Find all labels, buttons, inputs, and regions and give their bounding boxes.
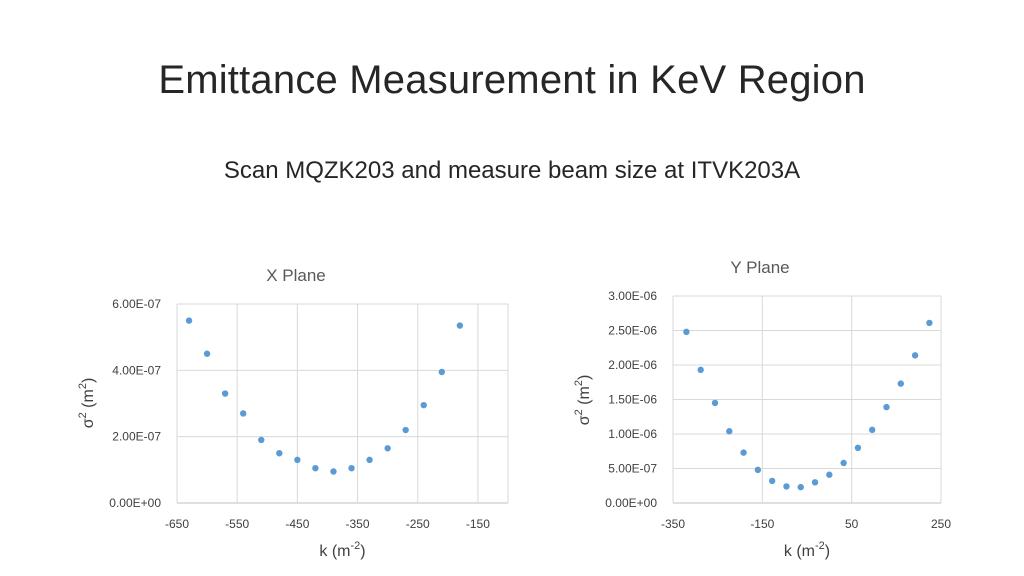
y-plane-point [697,366,704,374]
x-plane-xtick-label: -550 [225,517,249,531]
y-plane-ytick-label: 0.00E+00 [605,496,657,510]
x-plane-xlabel: k (m-2) [319,540,365,560]
y-plane-ytick-label: 3.00E-06 [608,289,657,303]
y-plane-ytick-label: 2.50E-06 [608,324,657,338]
x-plane-point [330,468,337,475]
x-plane-ytick-label: 0.00E+00 [109,496,161,510]
y-plane-point [826,471,833,478]
y-plane-point [754,466,762,474]
x-plane-point [203,350,211,357]
x-plane-point [185,317,193,324]
y-plane-point [740,449,747,456]
x-plane-point [348,464,355,472]
x-plane-ytick-label: 2.00E-07 [112,430,161,444]
slide-title: Emittance Measurement in KeV Region [158,58,866,102]
x-plane-point [456,322,464,329]
y-plane-point [683,328,690,336]
x-plane-point [312,464,319,472]
y-plane-point [883,403,890,411]
y-plane-xtick-label: 250 [931,517,951,531]
y-plane-point [783,483,790,490]
x-plane-title: X Plane [266,266,326,285]
y-plane-point [897,380,904,387]
y-plane-point [869,426,876,434]
y-plane-xtick-label: -350 [661,517,685,531]
y-plane-point [726,428,733,435]
y-plane-title: Y Plane [730,258,789,277]
x-plane-ylabel: σ2 (m2) [77,378,97,429]
x-plane-point [420,401,427,409]
y-plane-ytick-label: 1.00E-06 [608,427,657,441]
x-plane-xtick-label: -150 [466,517,490,531]
y-plane-point [711,399,719,407]
y-plane-point [768,477,776,485]
x-plane-xtick-label: -350 [346,517,370,531]
x-plane-point [384,445,391,452]
y-plane-ytick-label: 2.00E-06 [608,358,657,372]
x-plane-point [258,436,265,444]
slide-subtitle: Scan MQZK203 and measure beam size at IT… [223,157,801,184]
x-plane-point [402,426,409,434]
y-plane-point [797,483,804,491]
x-plane-xtick-label: -450 [285,517,309,531]
x-plane-point [294,456,301,464]
x-plane-ytick-label: 4.00E-07 [112,363,161,377]
x-plane-point [366,456,373,464]
x-plane-xtick-label: -250 [406,517,430,531]
y-plane-ytick-label: 1.50E-06 [608,393,657,407]
x-plane-point [221,390,229,397]
x-plane-point [438,368,445,376]
x-plane-point [276,450,283,457]
y-plane-point [911,352,919,359]
y-plane-point [840,459,847,467]
y-plane-xtick-label: -150 [750,517,774,531]
y-plane-xtick-label: 50 [845,517,859,531]
x-plane-ytick-label: 6.00E-07 [112,297,161,311]
x-plane-point [240,410,247,417]
x-plane-xtick-label: -650 [165,517,189,531]
y-plane-point [811,479,819,486]
y-plane-ytick-label: 5.00E-07 [608,462,657,476]
y-plane-point [854,444,862,451]
y-plane-point [926,319,933,327]
y-plane-xlabel: k (m-2) [784,540,830,560]
y-plane-ylabel: σ2 (m2) [573,375,593,426]
